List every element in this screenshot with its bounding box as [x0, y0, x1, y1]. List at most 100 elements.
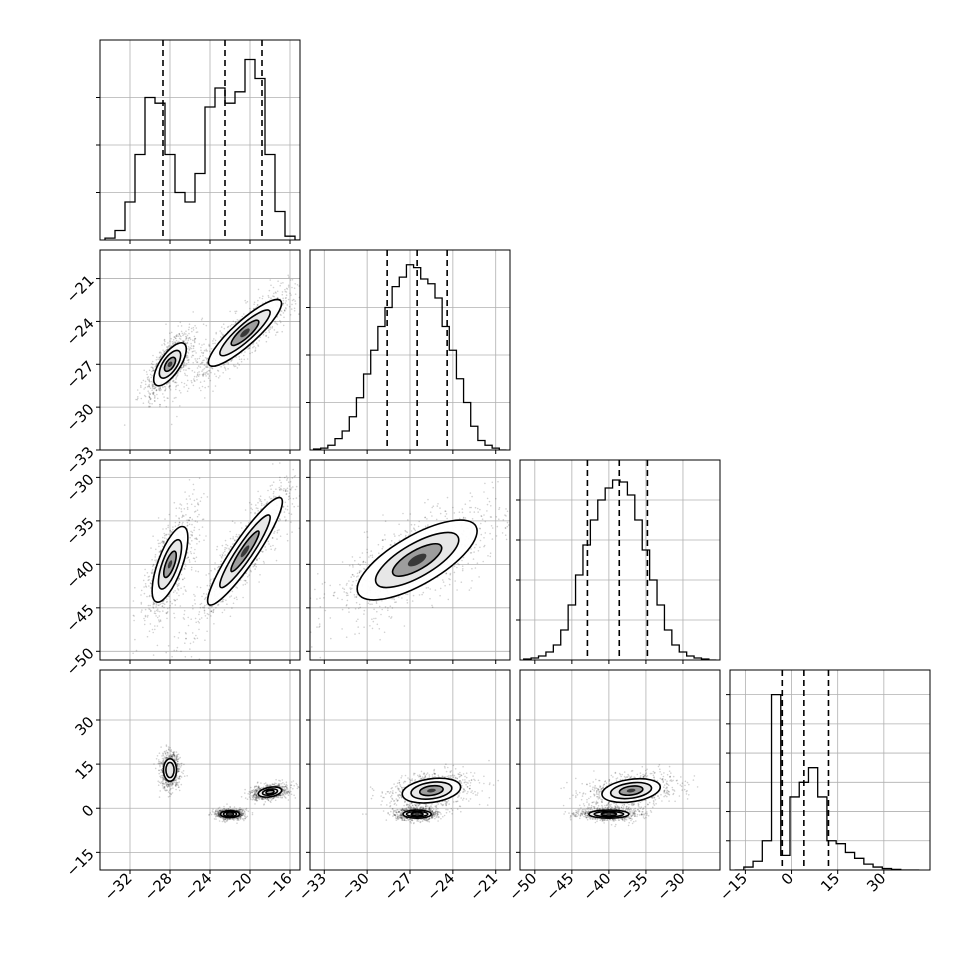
scatter-point	[173, 397, 176, 399]
scatter-point	[490, 505, 492, 507]
scatter-point	[168, 783, 170, 786]
scatter-point	[151, 389, 153, 392]
scatter-point	[449, 573, 452, 576]
scatter-point	[176, 335, 178, 337]
scatter-point	[154, 387, 156, 389]
scatter-point	[358, 571, 361, 574]
scatter-point	[141, 609, 143, 611]
scatter-point	[237, 362, 239, 365]
scatter-point	[148, 585, 150, 587]
scatter-point	[354, 633, 356, 635]
scatter-point	[274, 322, 276, 324]
scatter-point	[173, 754, 176, 757]
scatter-point	[148, 595, 151, 598]
scatter-point	[188, 479, 191, 481]
scatter-point	[172, 591, 175, 593]
scatter-point	[158, 389, 160, 391]
scatter-point	[153, 602, 156, 605]
scatter-point	[260, 550, 263, 552]
scatter-point	[213, 373, 216, 375]
scatter-point	[232, 536, 234, 538]
scatter-point	[281, 291, 284, 293]
scatter-point	[223, 363, 226, 366]
scatter-point	[175, 649, 178, 652]
scatter-point	[276, 331, 279, 333]
scatter-point	[149, 397, 152, 400]
scatter-point	[180, 783, 183, 786]
scatter-point	[183, 341, 186, 343]
scatter-point	[435, 518, 438, 521]
scatter-point	[199, 366, 202, 368]
scatter-point	[226, 603, 228, 605]
scatter-point	[256, 558, 258, 560]
scatter-point	[206, 366, 208, 369]
scatter-point	[276, 529, 279, 532]
scatter-point	[151, 386, 154, 389]
scatter-point	[273, 292, 275, 295]
scatter-point	[474, 506, 477, 509]
scatter-point	[180, 335, 182, 338]
scatter-point	[489, 555, 492, 558]
axes-frame	[99, 249, 301, 451]
scatter-point	[149, 393, 151, 395]
scatter-point	[165, 785, 168, 787]
scatter-point	[290, 294, 292, 296]
scatter-point	[162, 393, 164, 395]
scatter-point	[180, 504, 183, 506]
scatter-point	[151, 374, 153, 377]
scatter-point	[157, 604, 159, 606]
scatter-point	[194, 341, 196, 344]
scatter-point	[271, 674, 273, 676]
scatter-point	[159, 551, 162, 553]
scatter-point	[313, 445, 315, 447]
scatter-point	[290, 598, 292, 600]
scatter-point	[175, 339, 178, 342]
scatter-point	[150, 610, 152, 612]
scatter-point	[278, 517, 281, 520]
scatter-point	[221, 553, 224, 556]
scatter-point	[140, 397, 143, 400]
scatter-point	[187, 337, 190, 340]
scatter-point	[317, 277, 319, 279]
scatter-point	[179, 405, 181, 407]
scatter-point	[232, 320, 235, 323]
scatter-point	[169, 753, 172, 756]
scatter-point	[192, 347, 195, 350]
scatter-point	[166, 348, 168, 351]
scatter-point	[222, 371, 224, 374]
scatter-point	[149, 587, 152, 589]
scatter-point	[145, 371, 148, 373]
scatter-point	[237, 536, 239, 538]
scatter-point	[170, 755, 172, 757]
scatter-point	[159, 356, 161, 359]
scatter-point	[351, 556, 354, 558]
scatter-point	[149, 393, 151, 395]
scatter-point	[148, 369, 151, 372]
scatter-point	[359, 606, 362, 609]
scatter-point	[154, 610, 156, 613]
scatter-point	[206, 617, 209, 619]
scatter-point	[199, 355, 202, 358]
scatter-point	[279, 321, 282, 324]
scatter-point	[176, 592, 178, 594]
scatter-point	[201, 344, 203, 346]
scatter-point	[186, 521, 189, 524]
scatter-point	[195, 661, 197, 663]
scatter-point	[483, 491, 485, 493]
scatter-point	[289, 292, 291, 295]
scatter-point	[167, 526, 169, 529]
scatter-point	[214, 562, 216, 564]
scatter-point	[505, 508, 507, 510]
scatter-point	[212, 611, 215, 613]
scatter-point	[480, 533, 483, 536]
scatter-point	[295, 497, 298, 499]
scatter-point	[355, 579, 358, 582]
scatter-point	[348, 564, 351, 567]
scatter-point	[159, 386, 161, 389]
scatter-point	[506, 525, 509, 528]
scatter-point	[211, 367, 213, 369]
scatter-point	[193, 637, 196, 639]
panel-hist-2	[516, 459, 721, 664]
scatter-point	[481, 518, 484, 520]
scatter-point	[291, 299, 294, 302]
